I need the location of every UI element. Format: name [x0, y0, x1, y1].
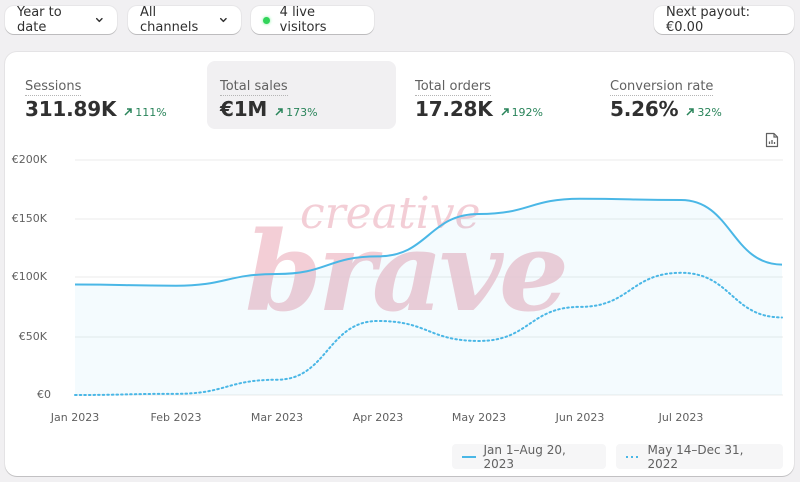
arrow-up-right-icon [501, 108, 509, 116]
legend-item-current[interactable]: Jan 1–Aug 20, 2023 [452, 443, 606, 471]
metric-label: Conversion rate [610, 79, 714, 96]
x-tick: Jan 2023 [50, 411, 100, 424]
metric-delta: 192% [501, 106, 543, 119]
svg-text:brave: brave [245, 207, 565, 336]
metric-value: 17.28K [415, 97, 493, 121]
x-tick: Jun 2023 [555, 411, 605, 424]
y-tick: €150K [11, 212, 47, 225]
metric-delta: 173% [275, 106, 318, 119]
date-range-button[interactable]: Year to date [5, 5, 117, 35]
x-tick: Mar 2023 [250, 411, 304, 424]
metric-delta: 32% [686, 106, 722, 119]
metric-value: €1M [220, 97, 268, 121]
date-range-label: Year to date [17, 5, 62, 35]
svg-text:creative: creative [300, 188, 481, 239]
channels-label: All channels [140, 5, 199, 35]
metric-delta: 111% [124, 106, 167, 119]
arrow-up-right-icon [124, 108, 133, 116]
export-report-icon[interactable] [765, 132, 779, 148]
chevron-down-icon [220, 17, 228, 23]
solid-line-swatch-icon [462, 455, 476, 458]
x-tick: Jul 2023 [658, 411, 704, 424]
y-tick: €200K [11, 153, 47, 166]
metric-value: 5.26% [610, 97, 679, 121]
y-tick: €50K [18, 330, 47, 343]
live-status-dot-icon [263, 16, 270, 24]
metric-conversion-rate[interactable]: Conversion rate 5.26% 32% [597, 61, 786, 129]
chevron-down-icon [96, 17, 104, 23]
watermark: creative brave [245, 188, 569, 336]
legend-item-comparison[interactable]: May 14–Dec 31, 2022 [616, 443, 783, 471]
y-tick: €100K [11, 270, 47, 283]
arrow-up-right-icon [275, 108, 283, 116]
x-tick: May 2023 [451, 411, 507, 424]
metric-sessions[interactable]: Sessions 311.89K 111% [12, 61, 201, 129]
series-current-line [74, 197, 783, 287]
next-payout-label: Next payout: €0.00 [666, 5, 750, 35]
grid-lines [75, 159, 783, 396]
arrow-up-right-icon [686, 108, 695, 116]
y-tick: €0 [37, 388, 51, 401]
dotted-line-swatch-icon [626, 455, 640, 458]
live-visitors-button[interactable]: 4 live visitors [251, 5, 374, 35]
metric-label: Sessions [25, 79, 82, 96]
next-payout-button[interactable]: Next payout: €0.00 [654, 5, 794, 35]
metric-total-sales[interactable]: Total sales €1M 173% [207, 61, 396, 129]
metric-label: Total orders [415, 79, 491, 96]
x-tick: Apr 2023 [352, 411, 404, 424]
x-tick: Feb 2023 [150, 411, 202, 424]
analytics-card: Sessions 311.89K 111% Total sales €1M 17… [5, 52, 794, 476]
live-visitors-label: 4 live visitors [279, 5, 327, 35]
metric-value: 311.89K [25, 97, 117, 121]
metric-label: Total sales [220, 79, 288, 96]
channels-button[interactable]: All channels [128, 5, 241, 35]
series-comparison-line [74, 271, 783, 396]
metric-total-orders[interactable]: Total orders 17.28K 192% [402, 61, 591, 129]
